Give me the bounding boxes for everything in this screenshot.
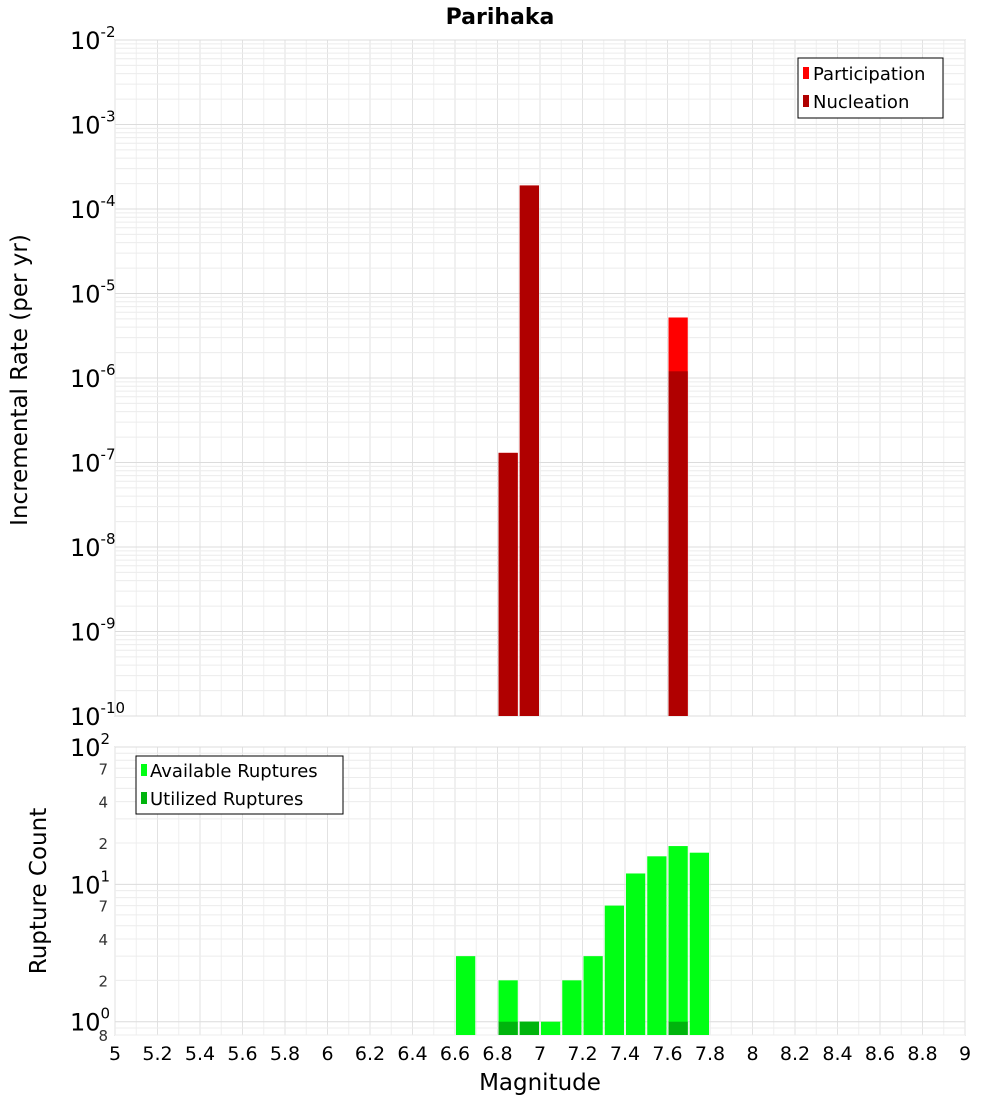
y-tick-label: 10-9	[70, 615, 116, 647]
bottom-legend: Available Ruptures Utilized Ruptures	[135, 755, 344, 815]
legend-label-utilized: Utilized Ruptures	[150, 789, 303, 810]
bottom-bar-available-ruptures	[626, 873, 646, 1035]
top-bar-nucleation	[498, 452, 518, 716]
x-tick-label: 7.4	[610, 1043, 640, 1065]
y-tick-label: 100	[70, 1005, 110, 1037]
legend-swatch-participation	[803, 67, 809, 79]
legend-label-participation: Participation	[813, 64, 925, 85]
x-tick-label: 6.4	[397, 1043, 427, 1065]
x-tick-label: 6	[321, 1043, 333, 1065]
x-axis-label: Magnitude	[479, 1070, 601, 1096]
top-bars	[498, 185, 688, 717]
bottom-bar-available-ruptures	[456, 956, 476, 1035]
bottom-legend-box	[135, 755, 344, 815]
bottom-bar-available-ruptures	[583, 956, 603, 1035]
x-tick-label: 8.8	[907, 1043, 937, 1065]
y-tick-label-minor: 4	[98, 931, 108, 949]
y-tick-label: 10-6	[70, 361, 116, 393]
x-tick-label: 5.8	[270, 1043, 300, 1065]
bottom-bar-available-ruptures	[498, 980, 518, 1035]
y-tick-label-minor: 4	[98, 794, 108, 812]
x-tick-label: 6.2	[355, 1043, 385, 1065]
x-tick-label: 6.8	[482, 1043, 512, 1065]
y-tick-label-minor: 7	[98, 760, 108, 778]
y-tick-label: 10-5	[70, 277, 116, 309]
y-tick-label: 10-8	[70, 530, 116, 562]
bottom-bar-utilized-ruptures	[519, 1021, 539, 1035]
chart-title: Parihaka	[446, 5, 555, 30]
bottom-bar-available-ruptures	[562, 980, 582, 1035]
bottom-bar-available-ruptures	[689, 852, 709, 1035]
bottom-bar-available-ruptures	[647, 856, 667, 1035]
legend-swatch-available	[141, 764, 147, 776]
x-tick-label: 8.2	[780, 1043, 810, 1065]
y-tick-label-minor: 2	[98, 972, 108, 990]
y-tick-label-minor: 2	[98, 835, 108, 853]
y-tick-label-minor: 7	[98, 898, 108, 916]
legend-label-available: Available Ruptures	[150, 761, 318, 782]
legend-swatch-nucleation	[803, 95, 809, 107]
top-legend: Participation Nucleation	[797, 57, 944, 119]
x-tick-label: 5.6	[227, 1043, 257, 1065]
top-bar-nucleation	[519, 185, 539, 717]
top-grid	[114, 39, 966, 717]
y-tick-label: 10-10	[70, 699, 125, 731]
y-tick-label: 10-3	[70, 108, 116, 140]
x-tick-label: 7.2	[567, 1043, 597, 1065]
legend-label-nucleation: Nucleation	[813, 92, 909, 113]
bottom-bar-utilized-ruptures	[498, 1021, 518, 1035]
x-tick-label: 7	[534, 1043, 546, 1065]
x-tick-label: 8.6	[865, 1043, 895, 1065]
y-tick-label: 10-4	[70, 192, 116, 224]
bottom-bar-available-ruptures	[668, 846, 688, 1035]
top-bar-nucleation	[668, 371, 688, 716]
y-tick-label: 10-2	[70, 23, 116, 55]
bottom-bar-available-ruptures	[541, 1021, 561, 1035]
bottom-y-axis-label: Rupture Count	[26, 808, 52, 974]
bottom-bar-utilized-ruptures	[668, 1021, 688, 1035]
x-tick-label: 9	[959, 1043, 971, 1065]
bottom-bars	[456, 846, 709, 1035]
x-tick-label: 7.8	[695, 1043, 725, 1065]
x-tick-label: 5	[109, 1043, 121, 1065]
top-y-tick-labels: 10-2 10-3 10-4 10-5 10-6 10-7 10-8 10-9 10-10	[70, 23, 125, 731]
y-tick-label-minor: 8	[98, 1027, 108, 1045]
legend-swatch-utilized	[141, 792, 147, 804]
x-tick-label: 6.6	[440, 1043, 470, 1065]
y-tick-label: 101	[70, 867, 110, 899]
top-legend-box	[797, 57, 944, 119]
x-tick-label: 5.4	[185, 1043, 215, 1065]
x-tick-labels: 5 5.2 5.4 5.6 5.8 6 6.2 6.4 6.6 6.8 7 7.2 7.4 7.6 7.8 8…	[109, 1043, 971, 1065]
x-tick-label: 7.6	[652, 1043, 682, 1065]
x-tick-label: 5.2	[142, 1043, 172, 1065]
top-plot: 10-2 10-3 10-4 10-5 10-6 10-7 10-8 10-9 10-10 In…	[7, 23, 966, 731]
bottom-bar-available-ruptures	[604, 905, 624, 1035]
y-tick-label: 10-7	[70, 446, 116, 478]
top-y-axis-label: Incremental Rate (per yr)	[7, 234, 33, 526]
x-tick-label: 8.4	[822, 1043, 852, 1065]
y-tick-label: 102	[70, 730, 110, 762]
x-tick-label: 8	[746, 1043, 758, 1065]
